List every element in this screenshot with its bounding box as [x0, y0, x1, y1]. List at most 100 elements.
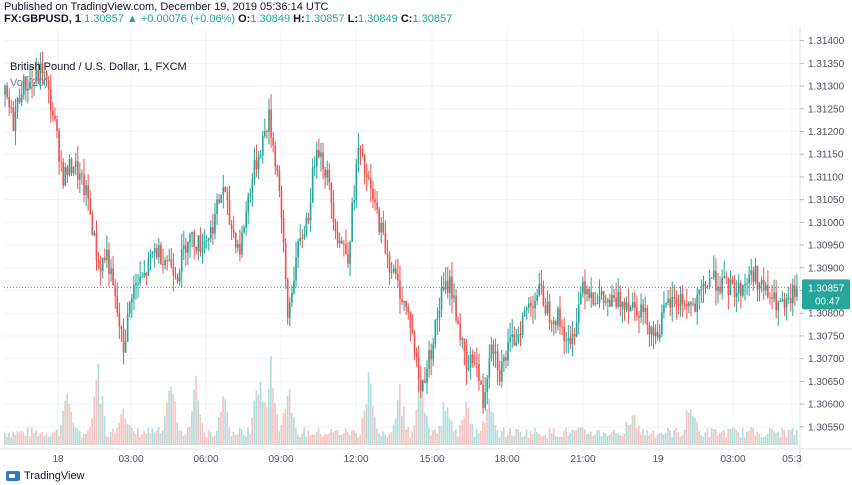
volume-bar — [600, 436, 603, 445]
candle-body — [708, 278, 711, 287]
candle-body — [266, 131, 268, 133]
candle-body — [153, 248, 156, 254]
volume-bar — [309, 435, 312, 445]
volume-bar — [507, 434, 509, 445]
volume-bar — [515, 428, 517, 445]
volume-bar — [610, 432, 613, 445]
candle-body — [41, 63, 44, 74]
volume-bar — [197, 400, 199, 445]
candle-body — [791, 285, 794, 304]
candle-body — [694, 303, 696, 312]
last-price-tag[interactable] — [802, 279, 850, 310]
volume-bar — [12, 431, 14, 445]
y-tick-label: 1.31000 — [808, 218, 845, 229]
candle-body — [257, 156, 260, 170]
volume-bar — [432, 430, 434, 445]
legend-volume[interactable]: Vol (20) — [10, 77, 48, 89]
volume-bar — [496, 430, 499, 445]
price-chart[interactable]: 1.31400 1.31350 1.31300 1.31250 1.31200 1.311… — [0, 27, 852, 467]
candle-body — [509, 337, 511, 343]
candle-body — [338, 240, 341, 244]
volume-bar — [274, 403, 276, 445]
published-caption: Published on TradingView.com, December 1… — [4, 1, 329, 13]
volume-bar — [99, 403, 102, 445]
volume-bar — [361, 417, 364, 445]
candle-body — [573, 334, 576, 337]
volume-bar — [24, 435, 27, 445]
tradingview-brand[interactable]: TradingView — [6, 470, 85, 482]
candle-body — [361, 150, 364, 155]
volume-bar — [74, 427, 77, 445]
candle-body — [424, 380, 426, 383]
candle-body — [392, 268, 395, 272]
volume-bar — [438, 425, 441, 445]
candle-body — [773, 292, 775, 300]
candle-body — [667, 298, 669, 304]
volume-bar — [465, 401, 468, 445]
volume-bar — [579, 427, 582, 445]
legend-title[interactable]: British Pound / U.S. Dollar, 1, FXCM — [10, 61, 187, 73]
candle-body — [467, 367, 470, 370]
volume-bar — [253, 400, 256, 445]
volume-bar — [623, 433, 626, 445]
candle-body — [615, 297, 617, 307]
volume-bar — [615, 433, 617, 445]
volume-bar — [182, 435, 185, 445]
volume-bar — [143, 431, 145, 445]
candle-body — [228, 200, 231, 225]
volume-bar — [729, 428, 732, 445]
candle-body — [654, 331, 657, 337]
volume-bar — [685, 410, 688, 445]
y-tick-label: 1.30900 — [808, 263, 845, 274]
candle-body — [617, 291, 620, 307]
candle-body — [704, 283, 707, 286]
volume-bar — [39, 432, 42, 445]
volume-bar — [467, 408, 470, 445]
volume-bar — [159, 433, 162, 445]
candle-body — [303, 234, 306, 239]
volume-bar — [297, 434, 299, 445]
volume-bar — [278, 431, 281, 445]
candle-body — [54, 115, 56, 120]
candle-body — [779, 301, 782, 303]
volume-bar — [93, 396, 96, 445]
volume-bar — [656, 434, 659, 445]
volume-bar — [768, 427, 771, 445]
candle-body — [459, 323, 462, 341]
candle-body — [29, 81, 31, 89]
volume-bar — [540, 436, 542, 445]
candle-body — [652, 327, 655, 337]
volume-bar — [205, 437, 208, 445]
candle-body — [293, 280, 295, 294]
symbol-label[interactable]: FX:GBPUSD, 1 — [4, 13, 82, 25]
candle-body — [357, 148, 360, 165]
volume-bar — [459, 425, 461, 445]
candle-body — [128, 302, 131, 315]
chart-frame[interactable]: 1.31400 1.31350 1.31300 1.31250 1.31200 1.311… — [0, 27, 852, 467]
volume-bar — [64, 400, 66, 445]
volume-bar — [525, 428, 528, 445]
candle-body — [268, 109, 270, 133]
candle-body — [685, 303, 688, 307]
candle-body — [706, 285, 709, 287]
candle-body — [737, 282, 740, 293]
candle-body — [440, 287, 443, 310]
volume-bar — [203, 432, 206, 445]
candle-body — [288, 302, 291, 318]
volume-bar — [120, 413, 123, 445]
volume-bar — [124, 418, 127, 445]
volume-bar — [598, 429, 601, 445]
volume-bar — [330, 428, 333, 445]
volume-bar — [714, 429, 717, 445]
candle-body — [723, 276, 726, 279]
candle-body — [137, 282, 139, 284]
candle-body — [519, 334, 522, 336]
candle-body — [405, 301, 408, 308]
volume-bar — [105, 435, 108, 445]
candle-body — [365, 173, 368, 178]
volume-bar — [440, 425, 443, 445]
candle-body — [449, 276, 451, 293]
volume-bar — [590, 431, 592, 445]
volume-bar — [340, 435, 343, 445]
candle-body — [590, 292, 593, 299]
